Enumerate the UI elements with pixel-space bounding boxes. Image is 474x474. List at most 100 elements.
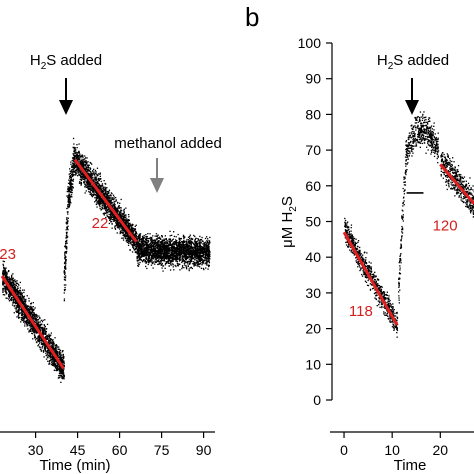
data-point — [4, 294, 6, 296]
data-point — [84, 160, 86, 162]
data-point — [63, 270, 65, 272]
data-point — [23, 301, 25, 303]
data-point — [140, 239, 143, 241]
data-point — [27, 328, 29, 330]
data-point — [95, 203, 97, 206]
data-point — [40, 337, 42, 339]
data-point — [107, 197, 109, 199]
data-point — [55, 351, 57, 353]
data-point — [126, 220, 128, 222]
data-point — [48, 360, 51, 362]
data-point — [16, 305, 18, 307]
data-point — [23, 300, 26, 302]
data-point — [26, 316, 28, 319]
data-point — [135, 235, 137, 237]
data-point — [19, 298, 21, 301]
data-point — [34, 336, 36, 338]
data-point — [96, 197, 98, 199]
data-point — [12, 298, 15, 301]
data-point — [57, 363, 60, 365]
data-point — [13, 312, 15, 314]
data-point — [64, 252, 66, 254]
data-point — [65, 246, 67, 248]
data-point — [183, 249, 186, 251]
data-point — [208, 243, 210, 245]
data-point — [24, 299, 26, 301]
data-point — [37, 324, 39, 326]
data-point — [51, 361, 53, 363]
data-point — [88, 174, 90, 176]
data-point — [124, 214, 127, 216]
data-point — [47, 353, 49, 355]
data-point — [54, 363, 56, 365]
data-point — [172, 263, 174, 265]
data-point — [156, 245, 159, 247]
data-point — [45, 350, 47, 352]
data-point — [182, 243, 184, 245]
data-point — [72, 157, 74, 159]
data-point — [56, 361, 58, 363]
data-point — [11, 285, 13, 287]
data-point — [45, 332, 47, 334]
data-point — [131, 224, 133, 226]
data-point — [19, 297, 22, 300]
data-point — [155, 251, 157, 253]
data-point — [102, 213, 104, 215]
data-point — [71, 174, 73, 176]
data-point — [91, 172, 93, 174]
data-point — [50, 359, 52, 361]
data-point — [185, 267, 188, 269]
data-point — [47, 351, 50, 353]
data-point — [17, 293, 19, 296]
data-point — [117, 227, 119, 229]
data-point — [106, 193, 108, 195]
data-point — [9, 283, 11, 285]
data-point — [28, 309, 30, 311]
data-point — [36, 321, 38, 323]
data-point — [60, 357, 62, 359]
data-point — [3, 260, 5, 263]
data-point — [8, 280, 10, 283]
data-point — [36, 322, 38, 324]
data-point — [32, 313, 35, 315]
data-point — [35, 341, 38, 343]
data-point — [2, 281, 4, 284]
data-point — [122, 218, 124, 220]
data-point — [122, 227, 124, 229]
data-point — [19, 316, 21, 319]
data-point — [33, 313, 35, 315]
data-point — [54, 358, 56, 360]
data-point — [2, 291, 4, 293]
data-point — [55, 365, 57, 367]
data-point — [114, 228, 117, 230]
data-point — [147, 251, 149, 253]
data-point — [65, 256, 67, 259]
data-point — [64, 245, 66, 248]
data-point — [17, 315, 19, 317]
data-point — [105, 211, 108, 213]
data-point — [143, 259, 145, 261]
data-point — [27, 320, 29, 322]
data-point — [63, 284, 66, 286]
data-point — [31, 327, 33, 330]
data-point — [44, 337, 46, 339]
data-point — [127, 225, 129, 227]
data-point — [32, 310, 34, 312]
data-point — [39, 324, 41, 327]
data-point — [21, 295, 23, 297]
data-point — [55, 367, 57, 370]
data-point — [128, 235, 130, 237]
data-point — [27, 308, 29, 310]
data-point — [194, 263, 196, 265]
data-point — [14, 280, 16, 282]
data-point — [131, 232, 133, 234]
data-point — [49, 356, 52, 358]
data-point — [23, 314, 26, 317]
data-point — [118, 207, 121, 209]
data-point — [119, 230, 122, 232]
data-point — [79, 161, 82, 163]
data-point — [90, 190, 92, 192]
data-point — [73, 149, 75, 151]
data-point — [84, 192, 86, 194]
data-point — [132, 233, 134, 235]
